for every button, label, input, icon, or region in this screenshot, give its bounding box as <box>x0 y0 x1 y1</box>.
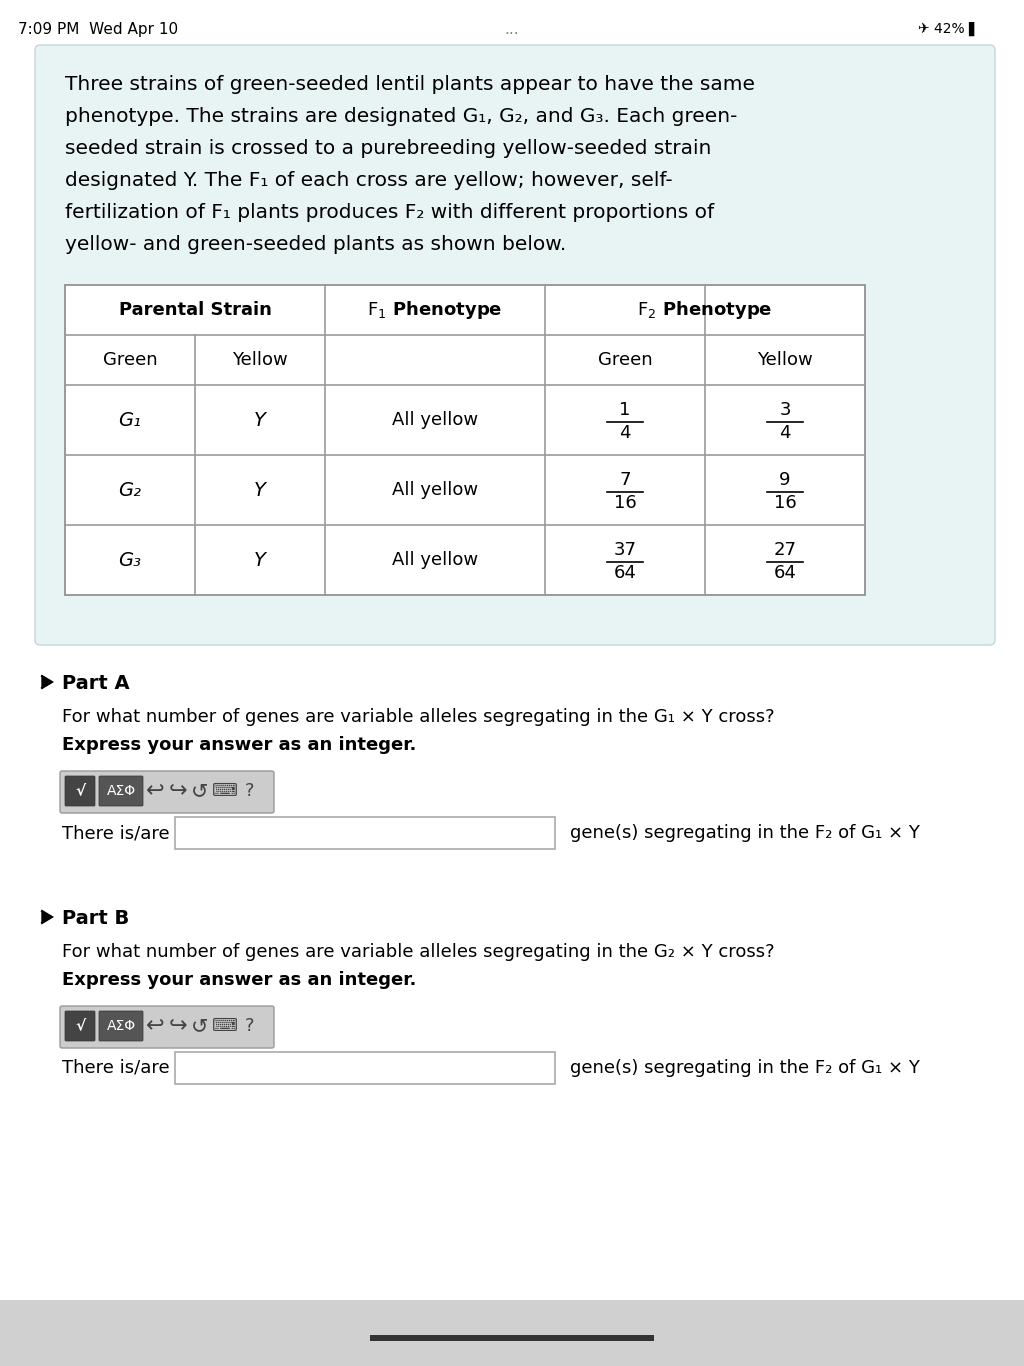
Text: designated Y. The F₁ of each cross are yellow; however, self-: designated Y. The F₁ of each cross are y… <box>65 171 673 190</box>
Text: All yellow: All yellow <box>392 481 478 499</box>
FancyBboxPatch shape <box>65 776 95 806</box>
Bar <box>370 1335 654 1341</box>
Text: 3: 3 <box>779 402 791 419</box>
Polygon shape <box>42 676 52 688</box>
Text: ✈ 42% ▌: ✈ 42% ▌ <box>919 22 980 37</box>
Text: Y: Y <box>254 550 266 570</box>
Text: fertilization of F₁ plants produces F₂ with different proportions of: fertilization of F₁ plants produces F₂ w… <box>65 204 714 223</box>
Text: phenotype. The strains are designated G₁, G₂, and G₃. Each green-: phenotype. The strains are designated G₁… <box>65 107 737 126</box>
Text: 7: 7 <box>620 471 631 489</box>
FancyBboxPatch shape <box>99 1011 143 1041</box>
Text: ↩: ↩ <box>145 781 164 800</box>
Text: √: √ <box>75 1019 85 1034</box>
Text: G₃: G₃ <box>119 550 141 570</box>
Text: ↪: ↪ <box>169 1016 187 1035</box>
FancyBboxPatch shape <box>35 45 995 645</box>
Text: There is/are: There is/are <box>62 824 170 841</box>
Text: Express your answer as an integer.: Express your answer as an integer. <box>62 971 417 989</box>
Text: gene(s) segregating in the F₂ of G₁ × Y: gene(s) segregating in the F₂ of G₁ × Y <box>570 1059 920 1076</box>
Text: 4: 4 <box>620 423 631 443</box>
Text: Part A: Part A <box>62 673 130 693</box>
Text: G₂: G₂ <box>119 481 141 500</box>
Text: seeded strain is crossed to a purebreeding yellow-seeded strain: seeded strain is crossed to a purebreedi… <box>65 139 712 158</box>
Text: ΑΣΦ: ΑΣΦ <box>106 784 135 798</box>
Text: ?: ? <box>246 1018 255 1035</box>
Text: G₁: G₁ <box>119 411 141 429</box>
Text: 7:09 PM  Wed Apr 10: 7:09 PM Wed Apr 10 <box>18 22 178 37</box>
FancyBboxPatch shape <box>60 1005 274 1048</box>
FancyBboxPatch shape <box>65 1011 95 1041</box>
Text: 64: 64 <box>773 564 797 582</box>
Text: For what number of genes are variable alleles segregating in the G₁ × Y cross?: For what number of genes are variable al… <box>62 708 774 725</box>
Text: ⌨: ⌨ <box>212 1018 238 1035</box>
Text: yellow- and green-seeded plants as shown below.: yellow- and green-seeded plants as shown… <box>65 235 566 254</box>
Text: ↩: ↩ <box>145 1016 164 1035</box>
Text: √: √ <box>75 784 85 799</box>
Text: 1: 1 <box>620 402 631 419</box>
Text: 64: 64 <box>613 564 637 582</box>
Text: Yellow: Yellow <box>232 351 288 369</box>
FancyBboxPatch shape <box>99 776 143 806</box>
Text: Parental Strain: Parental Strain <box>119 301 271 320</box>
Text: ↺: ↺ <box>191 1016 209 1035</box>
Polygon shape <box>42 911 52 923</box>
FancyBboxPatch shape <box>60 770 274 813</box>
Text: 16: 16 <box>773 494 797 512</box>
Text: gene(s) segregating in the F₂ of G₁ × Y: gene(s) segregating in the F₂ of G₁ × Y <box>570 824 920 841</box>
Text: Y: Y <box>254 481 266 500</box>
Bar <box>175 1052 555 1085</box>
Text: Three strains of green-seeded lentil plants appear to have the same: Three strains of green-seeded lentil pla… <box>65 75 755 94</box>
Text: Y: Y <box>254 411 266 429</box>
Text: ↺: ↺ <box>191 781 209 800</box>
Text: All yellow: All yellow <box>392 550 478 570</box>
Text: 16: 16 <box>613 494 636 512</box>
Text: 4: 4 <box>779 423 791 443</box>
Text: For what number of genes are variable alleles segregating in the G₂ × Y cross?: For what number of genes are variable al… <box>62 943 774 962</box>
Text: ...: ... <box>505 22 519 37</box>
Text: 37: 37 <box>613 541 637 559</box>
Text: ?: ? <box>246 781 255 800</box>
Bar <box>0 1300 1024 1366</box>
Text: $\mathrm{F_2}$ Phenotype: $\mathrm{F_2}$ Phenotype <box>637 299 773 321</box>
Text: $\mathrm{F_1}$ Phenotype: $\mathrm{F_1}$ Phenotype <box>368 299 503 321</box>
Text: Yellow: Yellow <box>757 351 813 369</box>
Text: Green: Green <box>598 351 652 369</box>
Text: There is/are: There is/are <box>62 1059 170 1076</box>
Text: ⌨: ⌨ <box>212 781 238 800</box>
Text: ↪: ↪ <box>169 781 187 800</box>
Text: All yellow: All yellow <box>392 411 478 429</box>
Text: Green: Green <box>102 351 158 369</box>
Text: ΑΣΦ: ΑΣΦ <box>106 1019 135 1033</box>
Bar <box>65 285 865 596</box>
Text: Express your answer as an integer.: Express your answer as an integer. <box>62 736 417 754</box>
Text: 27: 27 <box>773 541 797 559</box>
Text: 9: 9 <box>779 471 791 489</box>
Bar <box>175 817 555 850</box>
Text: Part B: Part B <box>62 908 129 928</box>
